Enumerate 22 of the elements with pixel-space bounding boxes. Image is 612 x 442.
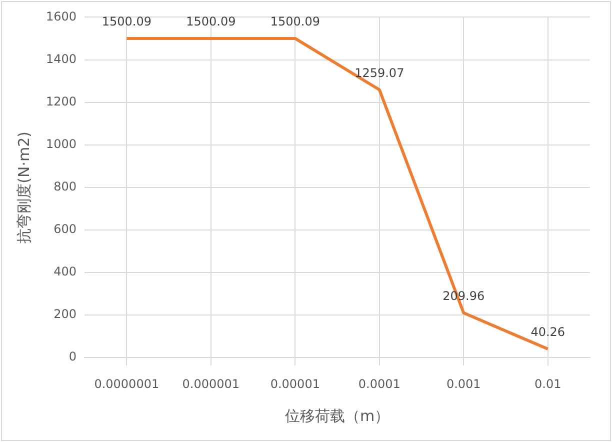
data-label: 1259.07 (354, 66, 404, 80)
y-tick-label: 1400 (46, 52, 77, 66)
y-tick-label: 1600 (46, 9, 77, 24)
y-tick-label: 0 (68, 350, 77, 364)
y-tick-label: 400 (54, 264, 77, 279)
data-label: 1500.09 (102, 14, 152, 29)
y-tick-label: 1000 (46, 136, 77, 151)
x-tick-label: 0.0001 (358, 376, 400, 391)
y-tick-label: 1200 (46, 94, 77, 108)
y-axis-title: 抗弯刚度(N·m2) (14, 131, 33, 244)
x-tick-label: 0.000001 (182, 376, 240, 391)
x-tick-label: 0.01 (534, 376, 562, 391)
data-label: 1500.09 (270, 14, 320, 29)
y-tick-label: 800 (54, 180, 77, 194)
x-axis-title: 位移荷载（m） (284, 406, 390, 425)
x-tick-label: 0.00001 (270, 376, 320, 391)
y-tick-label: 600 (54, 222, 77, 236)
data-label: 1500.09 (186, 14, 236, 29)
x-tick-label: 0.001 (446, 376, 481, 391)
x-tick-label: 0.0000001 (94, 376, 160, 391)
y-tick-label: 200 (54, 307, 77, 322)
data-label: 40.26 (530, 325, 566, 340)
